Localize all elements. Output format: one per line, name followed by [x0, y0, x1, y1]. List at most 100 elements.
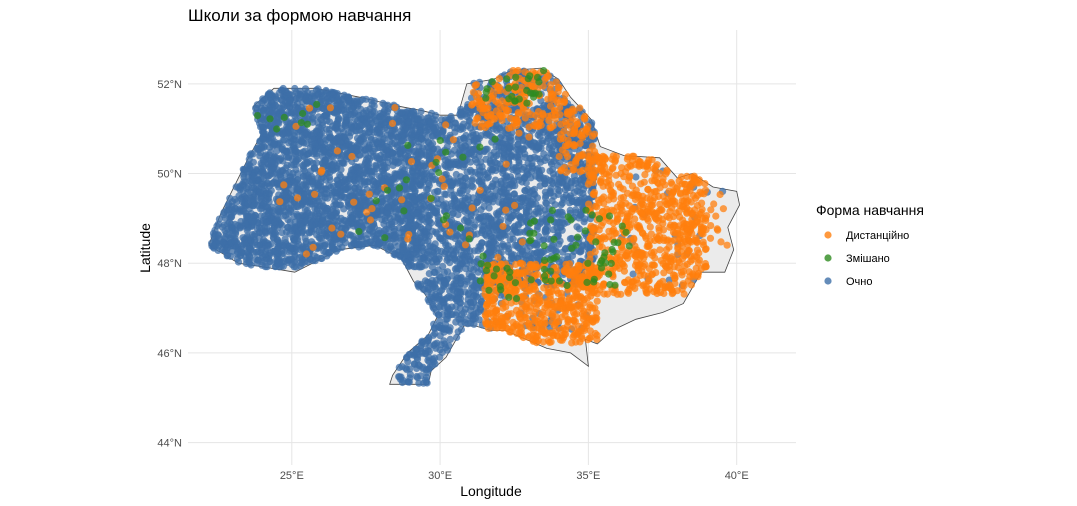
data-point: [333, 186, 341, 194]
data-point: [555, 240, 563, 248]
data-point: [488, 167, 496, 175]
data-point: [252, 165, 260, 173]
data-point: [273, 211, 281, 219]
data-point: [312, 200, 320, 208]
data-point: [280, 148, 289, 156]
data-point: [291, 84, 299, 93]
data-point: [325, 173, 333, 181]
data-point: [326, 134, 334, 142]
data-point: [454, 211, 462, 219]
data-point: [364, 178, 372, 186]
data-point: [453, 179, 461, 187]
data-point: [501, 135, 509, 143]
data-point: [231, 204, 239, 212]
data-point: [297, 90, 305, 98]
data-point: [406, 351, 414, 359]
data-point: [251, 238, 259, 246]
data-point: [411, 196, 419, 204]
data-point: [370, 108, 378, 116]
data-point: [431, 329, 439, 338]
data-point: [282, 169, 290, 178]
data-point: [281, 235, 289, 243]
data-point: [274, 113, 282, 121]
data-point: [482, 232, 491, 240]
data-point: [354, 102, 362, 110]
data-point: [546, 141, 554, 149]
data-point: [397, 115, 405, 124]
data-point: [541, 228, 549, 236]
data-point: [516, 228, 524, 236]
data-point: [366, 197, 374, 205]
data-point: [329, 91, 337, 99]
data-point: [266, 107, 274, 115]
data-point: [314, 85, 322, 93]
data-point: [453, 231, 461, 239]
data-point: [392, 233, 400, 241]
data-point: [410, 115, 418, 123]
data-point: [428, 172, 436, 180]
data-point: [498, 200, 506, 208]
data-point: [252, 255, 260, 263]
data-point: [456, 238, 464, 246]
data-point: [270, 139, 278, 148]
data-point: [436, 317, 444, 325]
data-point: [302, 237, 310, 245]
data-point: [450, 282, 458, 290]
data-point: [477, 158, 485, 166]
data-point: [337, 166, 345, 174]
data-point: [395, 224, 403, 232]
data-point: [210, 241, 218, 250]
data-point: [271, 247, 279, 255]
data-point: [391, 127, 399, 135]
data-point: [441, 320, 449, 328]
data-point: [629, 270, 637, 278]
data-point: [448, 202, 456, 210]
data-point: [245, 155, 253, 163]
data-point: [344, 184, 352, 192]
data-point: [380, 121, 389, 129]
data-point: [534, 142, 542, 150]
data-point: [394, 155, 402, 163]
data-point: [511, 182, 519, 190]
data-point: [303, 158, 311, 166]
data-point: [402, 364, 410, 372]
data-point: [410, 360, 418, 368]
data-point: [301, 196, 309, 204]
data-point: [462, 174, 470, 182]
data-point: [395, 150, 403, 158]
data-point: [334, 134, 342, 142]
data-point: [368, 119, 376, 127]
data-point: [340, 133, 348, 141]
data-point: [577, 247, 585, 255]
data-point: [421, 340, 429, 348]
data-point: [276, 168, 285, 176]
data-point: [402, 258, 410, 266]
data-point: [417, 372, 425, 380]
data-point: [534, 254, 542, 262]
data-point: [333, 201, 341, 209]
data-point: [457, 189, 465, 197]
data-point: [318, 197, 326, 205]
data-point: [310, 165, 319, 173]
data-point: [538, 215, 547, 223]
data-point: [452, 170, 460, 179]
chart-title: Школи за формою навчання: [188, 6, 411, 25]
data-points: [208, 66, 731, 387]
data-point: [239, 234, 247, 242]
data-point: [383, 112, 391, 120]
data-point: [354, 146, 362, 154]
data-point: [265, 182, 273, 190]
data-point: [528, 249, 536, 258]
data-point: [660, 269, 668, 277]
data-point: [647, 230, 656, 238]
data-point: [458, 123, 466, 131]
data-point: [469, 292, 477, 300]
data-point: [367, 149, 375, 157]
data-point: [308, 115, 316, 123]
data-point: [542, 199, 550, 207]
data-point: [409, 168, 417, 176]
data-point: [299, 172, 308, 180]
data-point: [283, 255, 291, 263]
data-point: [487, 245, 495, 253]
data-point: [350, 222, 358, 230]
